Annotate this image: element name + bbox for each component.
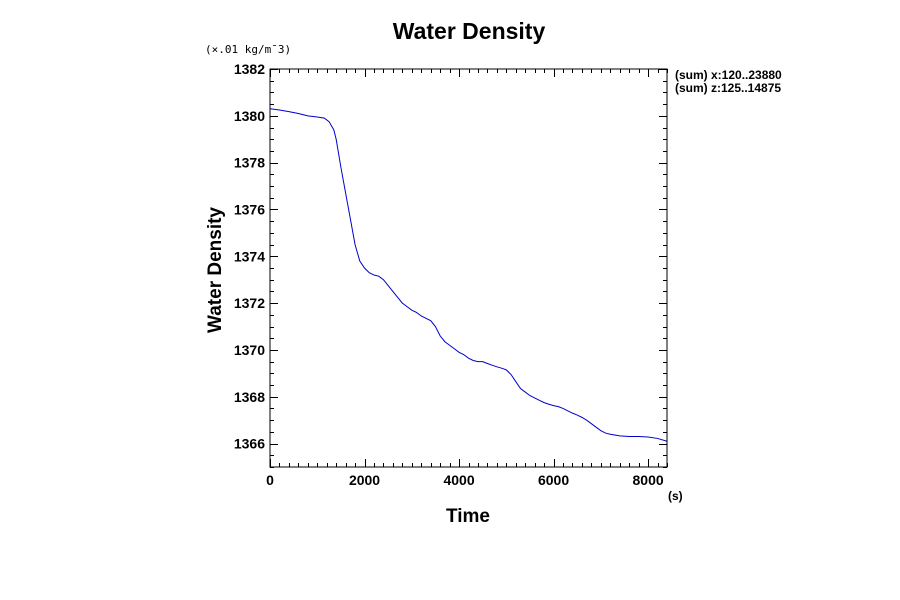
y-tick-label: 1380 <box>234 108 265 124</box>
chart-title: Water Density <box>393 18 546 44</box>
annotation-x-sum: (sum) x:120..23880 <box>675 68 782 82</box>
x-tick-label: 8000 <box>633 472 664 488</box>
y-tick-label: 1366 <box>234 436 265 452</box>
series-line <box>269 108 668 442</box>
y-tick-label: 1378 <box>234 155 265 171</box>
plot-frame <box>269 68 668 468</box>
y-tick-label: 1368 <box>234 389 265 405</box>
x-tick-label: 4000 <box>443 472 474 488</box>
x-tick-label: 2000 <box>349 472 380 488</box>
tick-labels: 1366 1368 1370 1372 1374 1376 1378 1380 1382 0 200… <box>234 61 664 488</box>
annotation-z-sum: (sum) z:125..14875 <box>675 81 781 95</box>
y-tick-label: 1376 <box>234 201 265 217</box>
x-tick-label: 6000 <box>538 472 569 488</box>
y-tick-label: 1374 <box>234 248 265 264</box>
y-unit-label: (×.01 kg/m¯3) <box>205 43 291 56</box>
x-axis-label: Time <box>446 506 490 527</box>
y-tick-label: 1372 <box>234 295 265 311</box>
y-axis-label: Water Density <box>205 207 226 333</box>
y-tick-label: 1382 <box>234 61 265 77</box>
x-tick-label: 0 <box>266 472 274 488</box>
y-tick-label: 1370 <box>234 342 265 358</box>
x-unit-label: (s) <box>668 489 683 503</box>
